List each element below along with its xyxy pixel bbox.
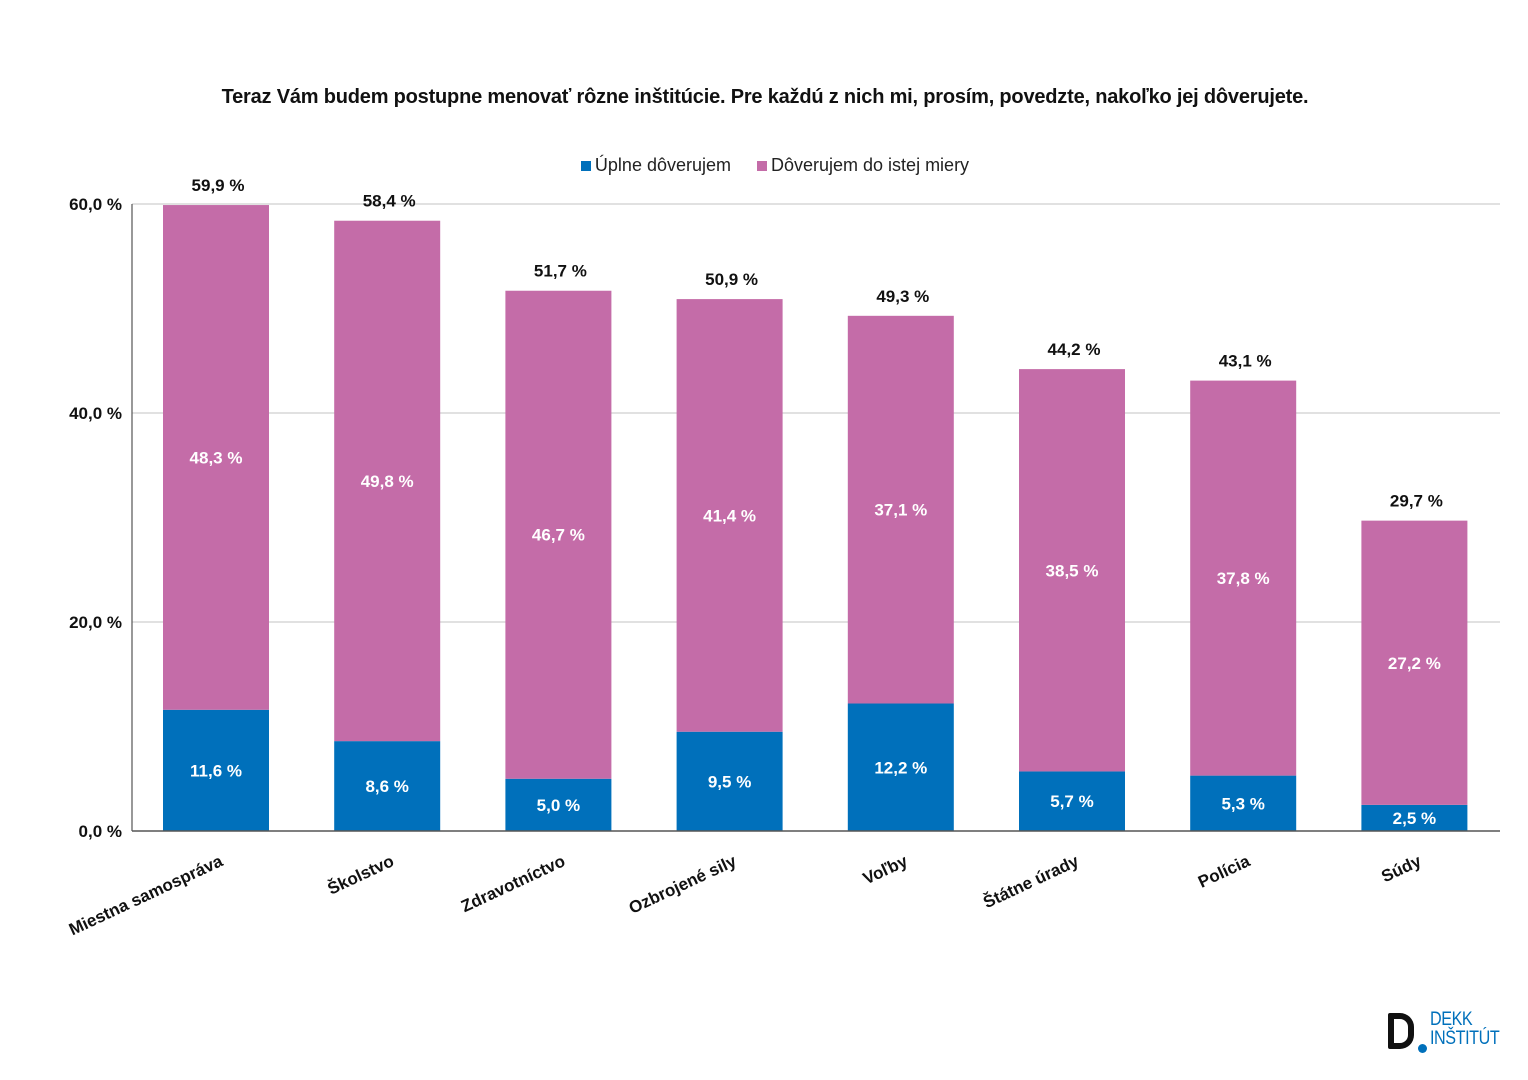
- segment-value-label: 5,0 %: [537, 796, 580, 815]
- legend-swatch-pink: [757, 160, 767, 171]
- legend-label: Úplne dôverujem: [594, 155, 731, 175]
- logo-text: DEKK INŠTITÚT: [1430, 1009, 1500, 1049]
- x-category-label: Súdy: [1378, 851, 1424, 886]
- y-tick-label: 60,0 %: [69, 195, 122, 214]
- total-value-label: 49,3 %: [876, 287, 929, 306]
- bar-segment-do-istej-miery: [505, 290, 612, 779]
- dekk-institut-logo: DEKK INŠTITÚT: [1388, 1009, 1500, 1058]
- segment-value-label: 8,6 %: [365, 777, 408, 796]
- legend-item-uplne: Úplne dôverujem: [580, 155, 731, 176]
- legend-item-do-istej-miery: Dôverujem do istej miery: [757, 155, 969, 176]
- x-category-label: Voľby: [860, 851, 911, 888]
- segment-value-label: 46,7 %: [532, 526, 585, 545]
- total-value-label: 44,2 %: [1048, 340, 1101, 359]
- bar-segment-uplne: [334, 741, 441, 831]
- bar-segment-do-istej-miery: [847, 315, 954, 704]
- x-category-label: Zdravotníctvo: [458, 851, 568, 916]
- total-value-label: 43,1 %: [1219, 352, 1272, 371]
- total-value-label: 50,9 %: [705, 270, 758, 289]
- legend-label: Dôverujem do istej miery: [771, 155, 970, 175]
- segment-value-label: 5,7 %: [1050, 792, 1093, 811]
- x-category-label: Štátne úrady: [980, 851, 1082, 912]
- segment-value-label: 41,4 %: [703, 506, 756, 525]
- segment-value-label: 37,8 %: [1217, 569, 1270, 588]
- segment-value-label: 27,2 %: [1388, 654, 1441, 673]
- x-category-label: Ozbrojené sily: [626, 851, 740, 918]
- logo-line1: DEKK: [1430, 1009, 1473, 1030]
- segment-value-label: 12,2 %: [874, 758, 927, 777]
- segment-value-label: 5,3 %: [1221, 794, 1264, 813]
- segment-value-label: 38,5 %: [1046, 561, 1099, 580]
- logo-line2: INŠTITÚT: [1430, 1028, 1500, 1049]
- y-tick-label: 40,0 %: [69, 404, 122, 423]
- legend: Úplne dôverujem Dôverujem do istej miery: [0, 155, 1528, 176]
- y-tick-label: 20,0 %: [69, 613, 122, 632]
- dekk-logo-icon: [1388, 1013, 1414, 1049]
- y-tick-label: 0,0 %: [79, 822, 122, 841]
- segment-value-label: 37,1 %: [874, 501, 927, 520]
- total-value-label: 29,7 %: [1390, 492, 1443, 511]
- bar-segment-uplne: [1361, 804, 1468, 831]
- x-category-label: Polícia: [1195, 851, 1253, 892]
- segment-value-label: 9,5 %: [708, 772, 751, 791]
- total-value-label: 59,9 %: [192, 176, 245, 195]
- bar-segment-uplne: [505, 778, 612, 831]
- bars: [163, 205, 1468, 831]
- total-value-label: 51,7 %: [534, 262, 587, 281]
- bar-segment-do-istej-miery: [1190, 380, 1297, 776]
- segment-value-label: 11,6 %: [190, 761, 242, 780]
- x-category-label: Školstvo: [325, 851, 397, 898]
- bar-segment-do-istej-miery: [334, 220, 441, 742]
- legend-swatch-blue: [580, 160, 591, 171]
- bar-segment-uplne: [1019, 771, 1125, 831]
- chart-title: Teraz Vám budem postupne menovať rôzne i…: [221, 86, 1309, 108]
- segment-value-label: 49,8 %: [361, 472, 414, 491]
- x-category-label: Miestna samospráva: [66, 851, 226, 939]
- data-labels: 11,6 % 48,3 % 59,9 % 8,6 % 49,8 % 58,4 % 5,0 %…: [190, 176, 1443, 828]
- bar-segment-do-istej-miery: [1361, 520, 1468, 805]
- bar-segment-do-istej-miery: [163, 205, 269, 710]
- bar-segment-uplne: [1190, 775, 1297, 831]
- bar-segment-uplne: [676, 731, 783, 831]
- total-value-label: 58,4 %: [363, 192, 416, 211]
- bar-segment-do-istej-miery: [676, 299, 783, 732]
- logo-dot: [1418, 1044, 1427, 1053]
- segment-value-label: 2,5 %: [1393, 809, 1436, 828]
- bar-segment-uplne: [847, 703, 954, 831]
- bar-segment-uplne: [163, 709, 269, 831]
- x-axis-categories: Miestna samospráva Školstvo Zdravotníctvo O…: [66, 851, 1425, 939]
- y-axis-ticks: 0,0 % 20,0 % 40,0 % 60,0 %: [69, 195, 122, 841]
- bar-segment-do-istej-miery: [1019, 369, 1125, 772]
- segment-value-label: 48,3 %: [190, 448, 243, 467]
